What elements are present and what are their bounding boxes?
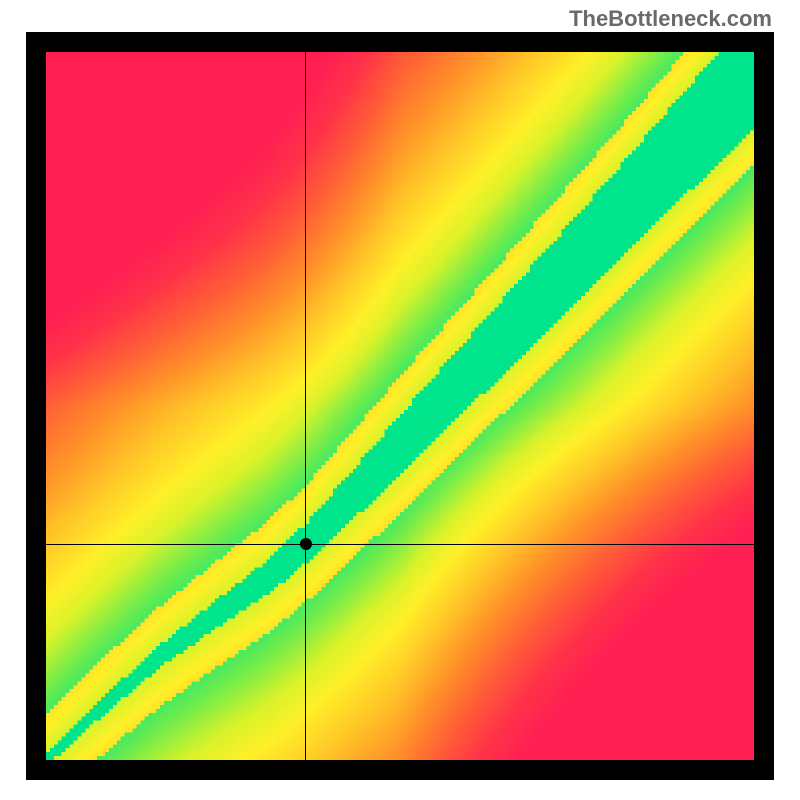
bottleneck-heatmap: [46, 52, 754, 760]
attribution-text: TheBottleneck.com: [569, 6, 772, 32]
crosshair-vertical: [305, 52, 306, 760]
crosshair-marker: [300, 538, 312, 550]
chart-container: TheBottleneck.com: [0, 0, 800, 800]
crosshair-horizontal: [46, 544, 754, 545]
